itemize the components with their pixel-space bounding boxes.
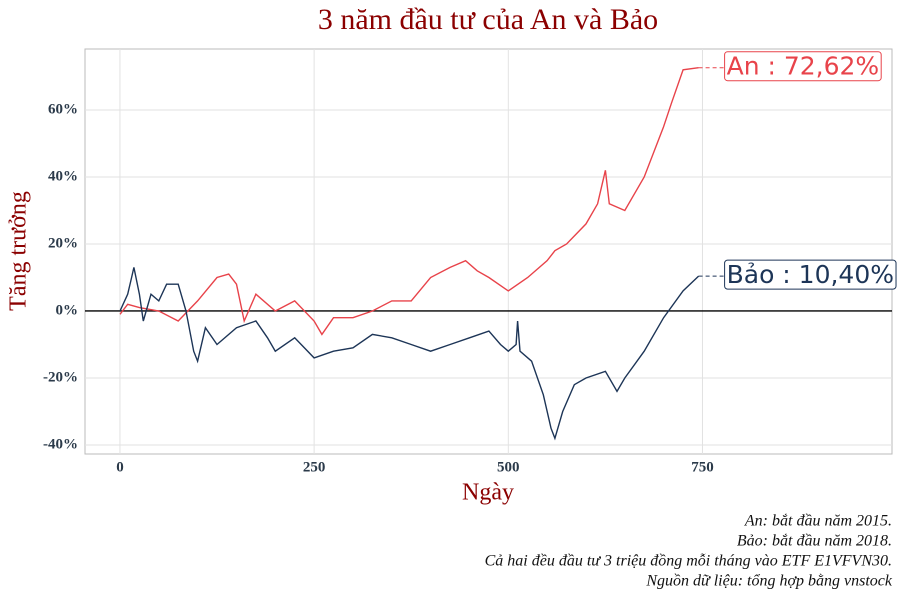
caption-line: Nguồn dữ liệu: tổng hợp bằng vnstock bbox=[645, 573, 893, 590]
end-label-text: An : 72,62% bbox=[727, 52, 880, 81]
series-line bbox=[119, 67, 699, 336]
y-tick-label: 60% bbox=[48, 101, 78, 117]
caption-line: Bảo: bắt đầu năm 2018. bbox=[737, 533, 892, 550]
chart-title: 3 năm đầu tư của An và Bảo bbox=[318, 3, 658, 36]
x-axis-label: Ngày bbox=[462, 480, 514, 506]
x-tick-label: 250 bbox=[303, 459, 326, 475]
caption-line: Cả hai đều đầu tư 3 triệu đồng mỗi tháng… bbox=[485, 553, 892, 570]
y-tick-label: 40% bbox=[48, 168, 78, 184]
y-tick-label: 0% bbox=[56, 302, 79, 318]
plot-area bbox=[84, 48, 893, 455]
end-label-box bbox=[724, 51, 882, 82]
x-tick-label: 500 bbox=[497, 459, 520, 475]
y-tick-label: -40% bbox=[43, 436, 78, 452]
x-tick-label: 0 bbox=[116, 459, 124, 475]
series-line bbox=[119, 267, 700, 441]
end-label-text: Bảo : 10,40% bbox=[727, 260, 894, 289]
end-label-box bbox=[724, 259, 897, 290]
end-label: Bảo : 10,40% bbox=[724, 259, 897, 290]
x-tick-label: 750 bbox=[691, 459, 714, 475]
y-tick-label: -20% bbox=[43, 369, 78, 385]
y-axis-label: Tăng trưởng bbox=[6, 191, 32, 311]
caption-line: An: bắt đầu năm 2015. bbox=[744, 513, 892, 530]
end-label: An : 72,62% bbox=[724, 51, 882, 82]
y-tick-label: 20% bbox=[48, 235, 78, 251]
